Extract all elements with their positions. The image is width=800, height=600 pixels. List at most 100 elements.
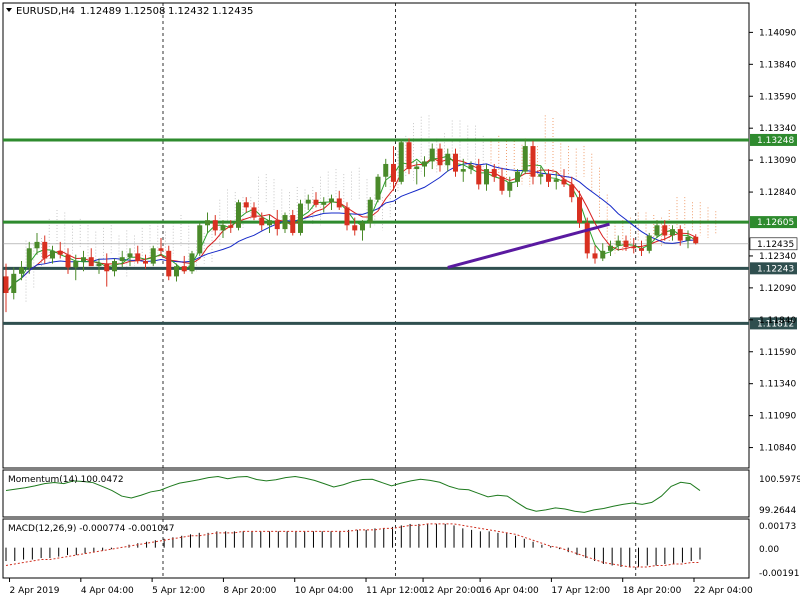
candle-body — [143, 261, 148, 264]
candle-body — [127, 253, 133, 258]
candle-body — [507, 181, 513, 191]
price-tick-label: 1.11340 — [759, 380, 796, 390]
candle-body — [406, 142, 412, 170]
candle-body — [305, 199, 311, 204]
candle-body — [654, 225, 660, 236]
candle-body — [662, 225, 668, 236]
level-price-tag — [750, 262, 797, 275]
candle-body — [646, 235, 652, 251]
price-tick-label: 1.12090 — [759, 284, 796, 294]
support-trendline — [447, 222, 610, 269]
candle-body — [499, 176, 505, 191]
candle-body — [344, 207, 350, 226]
low-value: 1.12432 — [168, 6, 209, 17]
candle-body — [437, 148, 443, 166]
time-tick-label: 5 Apr 12:00 — [152, 586, 205, 596]
candle-body — [476, 165, 482, 185]
candle-body — [321, 202, 327, 205]
price-tick-label: 1.13840 — [759, 60, 796, 70]
time-axis: 2 Apr 2019 4 Apr 04:00 5 Apr 12:00 8 Apr 20… — [9, 578, 753, 596]
candle-body — [189, 253, 195, 272]
momentum-pane[interactable]: Momentum(14) 100.0472 100.5979 99.2644 — [2, 469, 800, 518]
candle-body — [205, 220, 210, 226]
candle-body — [112, 261, 117, 272]
candle-body — [26, 248, 32, 268]
candle-body — [158, 248, 164, 251]
candle-body — [561, 179, 567, 185]
current-price-tag — [749, 237, 798, 251]
candle-body — [538, 174, 544, 177]
time-tick-label: 18 Apr 20:00 — [623, 586, 682, 596]
macd-pane-frame — [2, 518, 750, 579]
macd-histogram — [5, 523, 701, 567]
candle-body — [391, 163, 396, 182]
macd-pane[interactable]: MACD(12,26,9) -0.000774 -0.001047 0.0017… — [2, 518, 799, 579]
momentum-label: Momentum(14) 100.0472 — [8, 475, 124, 485]
candle-body — [313, 199, 319, 205]
candle-body — [243, 202, 249, 208]
candle-body — [259, 217, 265, 226]
candle-body — [592, 253, 598, 259]
macd-signal-line — [5, 523, 700, 568]
candle-body — [383, 163, 389, 177]
candle-body — [468, 165, 474, 170]
candle-body — [88, 257, 94, 267]
level-price-tag — [750, 133, 797, 146]
candle-body — [11, 273, 17, 293]
candle-body — [228, 225, 234, 228]
candle-body — [197, 225, 203, 254]
candle-body — [569, 184, 575, 198]
candle-body — [360, 222, 365, 231]
candle-body — [251, 207, 257, 218]
momentum-pane-frame — [2, 469, 750, 518]
macd-tick-top: 0.00173 — [759, 522, 796, 532]
macd-tick-zero: 0.00 — [759, 545, 779, 555]
level-price-label: 1.12243 — [757, 264, 794, 274]
price-tick-label: 1.11590 — [759, 348, 796, 358]
candle-body — [693, 236, 699, 244]
candle-body — [375, 176, 381, 200]
price-tick-label: 1.12840 — [759, 188, 796, 198]
candle-body — [50, 250, 55, 259]
candle-body — [460, 169, 466, 172]
candlesticks — [3, 138, 699, 313]
open-value: 1.12489 — [80, 6, 121, 17]
trendline[interactable] — [447, 222, 610, 269]
time-tick-label: 2 Apr 2019 — [10, 586, 60, 596]
symbol-label: EURUSD,H4 — [16, 6, 75, 17]
high-value: 1.12508 — [124, 6, 165, 17]
candle-body — [166, 250, 172, 277]
candle-body — [3, 276, 9, 293]
candle-body — [174, 266, 179, 277]
candle-body — [530, 146, 536, 177]
time-tick-label: 11 Apr 12:00 — [366, 586, 425, 596]
time-tick-label: 8 Apr 20:00 — [223, 586, 276, 596]
macd-label: MACD(12,26,9) -0.000774 -0.001047 — [8, 524, 174, 534]
candle-body — [677, 229, 683, 241]
candle-body — [639, 248, 644, 251]
candle-body — [553, 179, 559, 182]
macd-tick-bottom: -0.00191 — [759, 569, 799, 579]
level-price-tag — [750, 216, 797, 229]
candle-body — [484, 169, 489, 185]
candle-body — [336, 198, 342, 208]
price-pane[interactable]: 1.13248 1.12605 1.12243 1.11812 1.12435 1.14… — [2, 2, 798, 578]
current-price-label: 1.12435 — [757, 240, 794, 250]
level-price-label: 1.12605 — [757, 218, 794, 228]
candle-body — [600, 250, 606, 259]
level-price-tag — [750, 317, 797, 330]
dropdown-triangle-icon[interactable] — [6, 8, 12, 12]
candle-body — [212, 220, 218, 231]
price-tick-label: 1.14090 — [759, 28, 796, 38]
candle-body — [429, 148, 435, 162]
price-axis: 1.14090 1.13840 1.13590 1.13340 1.13090 1.128… — [749, 28, 796, 454]
price-tick-label: 1.13090 — [759, 156, 796, 166]
time-tick-label: 22 Apr 04:00 — [694, 586, 753, 596]
candle-body — [615, 240, 621, 246]
candle-body — [623, 240, 629, 247]
time-tick-label: 4 Apr 04:00 — [81, 586, 134, 596]
candle-body — [608, 245, 613, 251]
candle-body — [670, 229, 675, 236]
